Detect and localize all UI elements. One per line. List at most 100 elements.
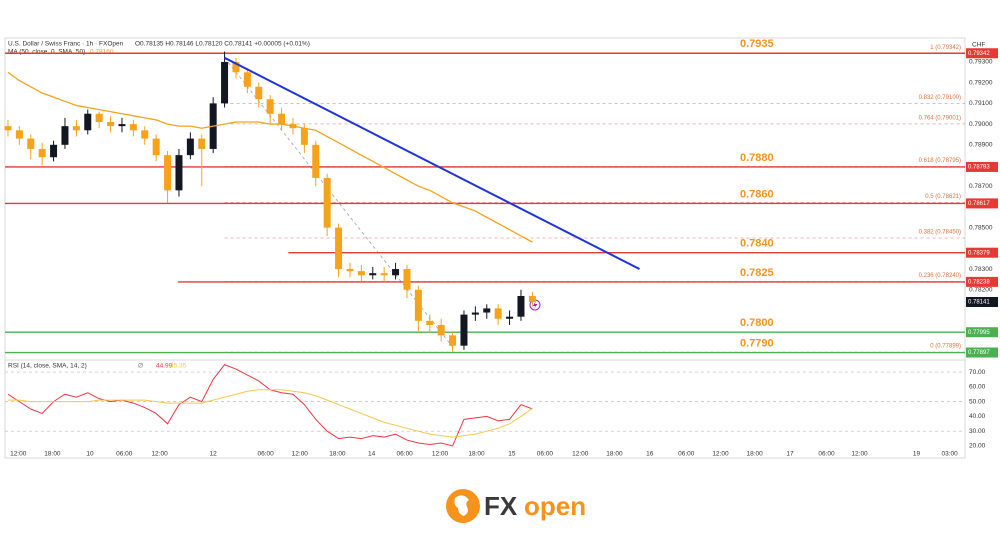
candle-body	[95, 113, 103, 123]
level-box	[966, 327, 998, 338]
level-name: 0.7935	[740, 38, 774, 50]
y-tick-label: 0.79200	[969, 79, 993, 86]
level-box	[966, 247, 998, 258]
last-price-box	[966, 296, 998, 307]
candle-body	[528, 295, 536, 302]
rsi-value: 44.99	[156, 363, 173, 370]
x-tick-label: 18:00	[747, 451, 764, 458]
y-tick-label: 0.79300	[969, 59, 993, 66]
candle-body	[243, 72, 251, 87]
candle-body	[198, 138, 206, 149]
x-tick-label: 15	[508, 451, 516, 458]
x-tick-label: 12:00	[432, 451, 449, 458]
y-tick-label: 40.00	[969, 413, 986, 420]
candle-body	[118, 124, 126, 127]
level-box-label: 0.78617	[968, 201, 990, 207]
x-tick-label: 16	[646, 451, 654, 458]
y-tick-label: 50.00	[969, 398, 986, 405]
rsi-line	[7, 364, 533, 447]
ma-value: 0.78160	[90, 49, 114, 56]
candle-body	[323, 177, 331, 228]
candle-body	[380, 273, 388, 276]
level-name: 0.7860	[740, 188, 774, 200]
rsi-value: 45.35	[170, 363, 187, 370]
x-tick-label: 12:00	[292, 451, 309, 458]
candle-body	[4, 126, 12, 131]
candle-body	[414, 289, 422, 321]
ohlc: O0.78135 H0.78146 L0.78120 C0.78141 +0.0…	[135, 41, 310, 48]
x-tick-label: 12	[210, 451, 218, 458]
level-name: 0.7840	[740, 238, 774, 250]
y-tick-label: 70.00	[969, 369, 986, 376]
fib-label: 0.5 (0.78621)	[925, 194, 961, 200]
fib-label: 0.832 (0.79100)	[919, 95, 961, 101]
y-tick-label: 0.79100	[969, 100, 993, 107]
level-box	[966, 198, 998, 209]
y-tick-label: 0.79000	[969, 121, 993, 128]
x-tick-label: 12:00	[851, 451, 868, 458]
candle-body	[278, 113, 286, 125]
x-tick-label: 06:00	[537, 451, 554, 458]
x-tick-label: 06:00	[397, 451, 414, 458]
panel-border	[4, 37, 966, 459]
x-tick-label: 12:00	[10, 451, 27, 458]
candle-body	[84, 113, 92, 131]
ma-line	[7, 71, 533, 243]
candle-body	[460, 314, 468, 346]
candle-body	[471, 312, 479, 315]
level-box	[966, 347, 998, 358]
candle-body	[517, 295, 525, 317]
candle-body	[494, 308, 502, 319]
candle-body	[369, 273, 377, 276]
candle-body	[335, 227, 343, 270]
level-box-label: 0.79342	[968, 51, 990, 57]
y-tick-label: 0.78200	[969, 286, 993, 293]
x-tick-label: 14	[368, 451, 376, 458]
fib-label: 0.382 (0.78450)	[919, 230, 961, 236]
rsi-title: RSI (14, close, SMA, 14, 2)	[8, 363, 87, 370]
x-tick-label: 06:00	[678, 451, 695, 458]
candle-body	[255, 86, 263, 100]
x-tick-label: 19	[913, 451, 921, 458]
y-tick-label: 0.78300	[969, 266, 993, 273]
x-tick-label: 06:00	[116, 451, 133, 458]
candle-body	[152, 138, 160, 156]
level-name: 0.7825	[740, 267, 774, 279]
candle-body	[164, 155, 172, 191]
y-tick-label: 0.78700	[969, 183, 993, 190]
trendline	[224, 56, 640, 270]
logo-fx: FX	[484, 491, 518, 521]
x-tick-label: 06:00	[818, 451, 835, 458]
level-box-label: 0.77995	[968, 330, 990, 336]
x-tick-label: 18:00	[329, 451, 346, 458]
retrace-line	[224, 57, 456, 351]
candle-body	[437, 324, 445, 336]
fib-label: 1 (0.79342)	[930, 45, 961, 51]
x-tick-label: 17	[786, 451, 794, 458]
fib-label: 0.618 (0.78795)	[919, 158, 961, 164]
candle-body	[300, 128, 308, 145]
candle-body	[186, 138, 194, 156]
ma-label: MA (50, close, 0, SMA, 50)	[8, 49, 85, 56]
candle-body	[129, 124, 137, 131]
fib-label: 0.236 (0.78240)	[919, 273, 961, 279]
candle-body	[141, 130, 149, 139]
candle-body	[403, 269, 411, 290]
fib-label: 0.764 (0.79001)	[919, 115, 961, 121]
logo: FX open	[446, 489, 586, 523]
level-box-label: 0.77897	[968, 350, 990, 356]
candle-body	[426, 320, 434, 325]
last-price-label: 0.78141	[968, 300, 990, 306]
candle-body	[175, 155, 183, 191]
rsi-line	[7, 389, 533, 438]
fib-label: 0 (0.77899)	[930, 344, 961, 350]
y-tick-label: 60.00	[969, 384, 986, 391]
x-tick-label: 03:00	[941, 451, 958, 458]
currency: CHF	[972, 42, 985, 49]
level-box	[966, 48, 998, 59]
level-box-label: 0.78379	[968, 250, 990, 256]
x-tick-label: 12:00	[712, 451, 729, 458]
candle-body	[346, 269, 354, 272]
y-tick-label: 30.00	[969, 428, 986, 435]
